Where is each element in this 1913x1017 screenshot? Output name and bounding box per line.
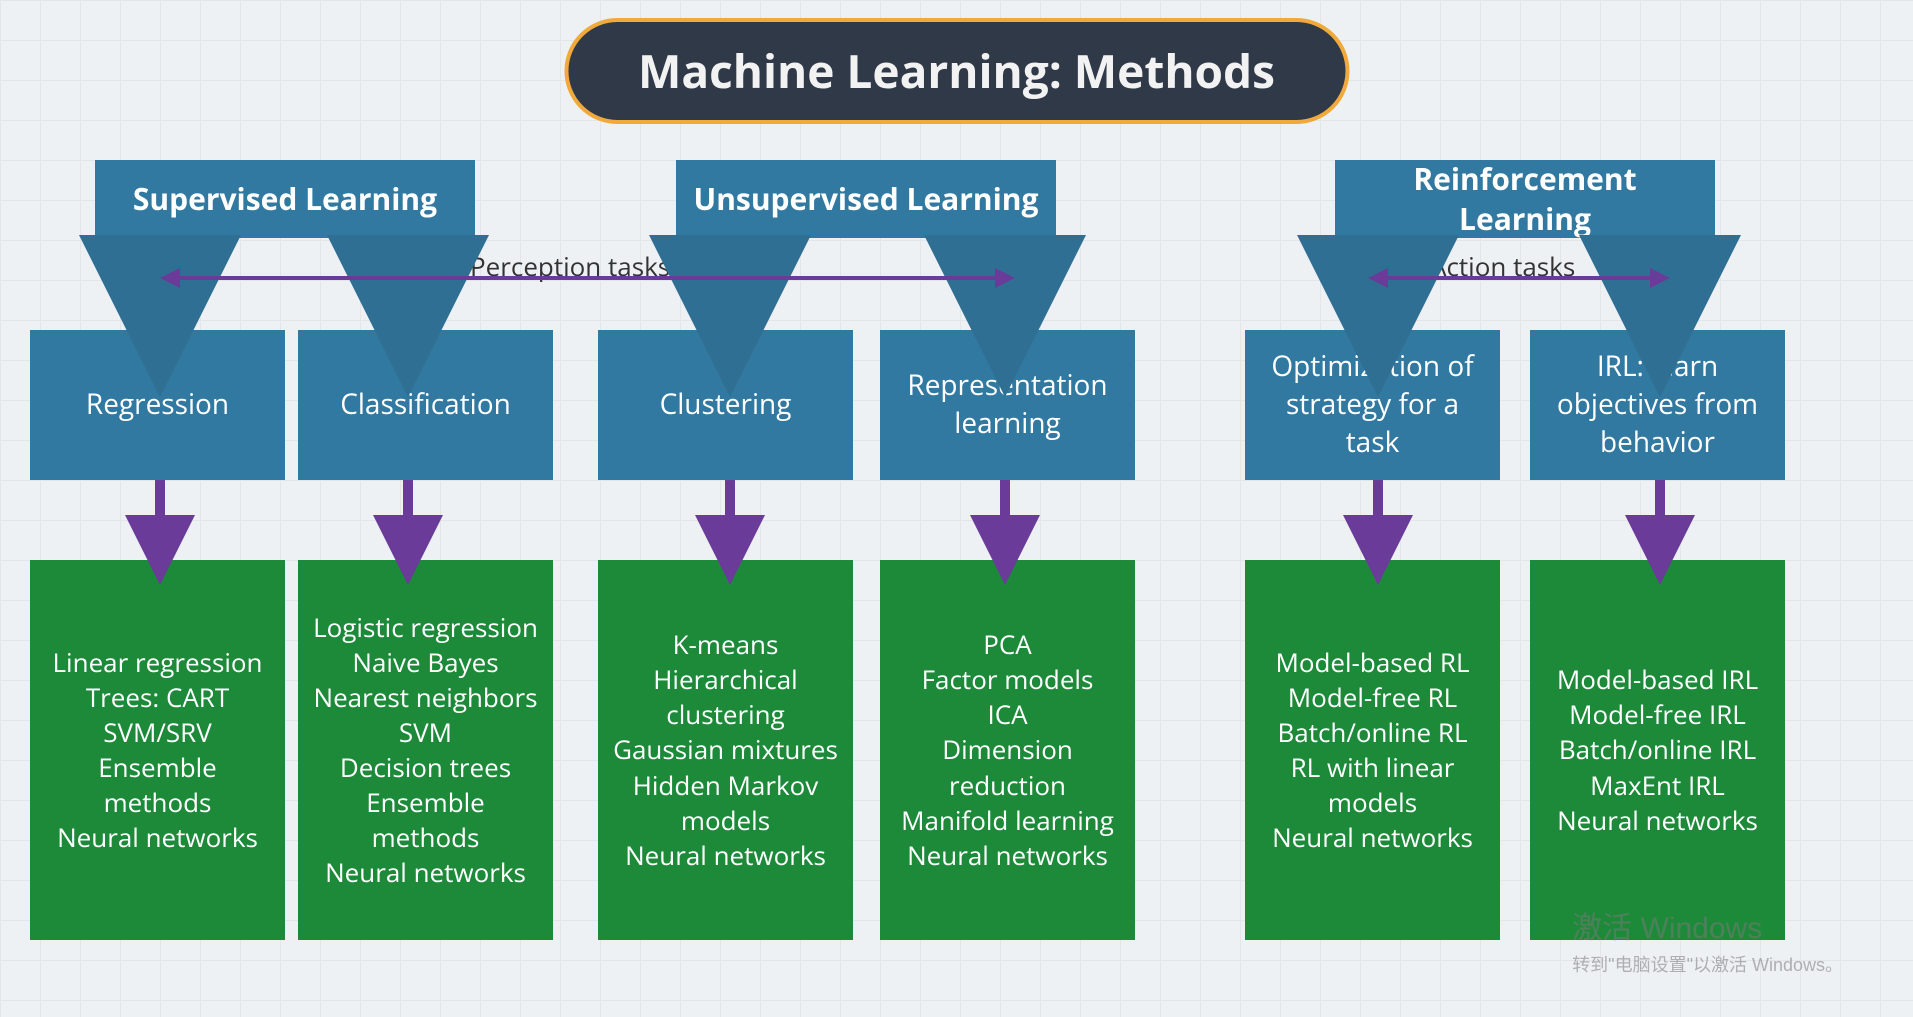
subcat-classification: Classification — [298, 330, 553, 480]
leaf-item: K-means — [673, 627, 779, 662]
leaf-item: SVM — [399, 715, 452, 750]
leaf-item: Neural networks — [907, 838, 1108, 873]
leaf-item: Ensemble methods — [44, 750, 271, 820]
leaf-clustering: K-meansHierarchical clusteringGaussian m… — [598, 560, 853, 940]
category-label: Supervised Learning — [133, 179, 437, 220]
action-tasks-label: Action tasks — [1430, 248, 1575, 284]
diagram-title-text: Machine Learning: Methods — [638, 40, 1275, 102]
leaf-item: Model-based RL — [1275, 645, 1469, 680]
leaf-item: Decision trees — [340, 750, 511, 785]
subcat-label: Representation learning — [894, 367, 1121, 443]
subcat-label: Regression — [86, 386, 229, 424]
leaf-item: Neural networks — [57, 820, 258, 855]
leaf-item: Trees: CART — [86, 680, 229, 715]
subcat-representation-learning: Representation learning — [880, 330, 1135, 480]
leaf-item: Batch/online RL — [1277, 715, 1467, 750]
leaf-item: Model-free RL — [1288, 680, 1457, 715]
diagram-title: Machine Learning: Methods — [564, 18, 1349, 124]
leaf-item: Model-free IRL — [1569, 697, 1746, 732]
leaf-optimization-strategy: Model-based RLModel-free RLBatch/online … — [1245, 560, 1500, 940]
leaf-item: Gaussian mixtures — [613, 732, 838, 767]
category-label: Reinforcement Learning — [1349, 159, 1701, 240]
leaf-item: Linear regression — [52, 645, 262, 680]
leaf-item: Nearest neighbors — [314, 680, 538, 715]
leaf-item: Neural networks — [325, 855, 526, 890]
subcat-label: Optimization of strategy for a task — [1259, 348, 1486, 461]
leaf-item: Factor models — [922, 662, 1094, 697]
subcat-label: Clustering — [660, 386, 792, 424]
leaf-item: Logistic regression — [313, 610, 538, 645]
leaf-item: Manifold learning — [901, 803, 1114, 838]
leaf-representation-learning: PCAFactor modelsICADimension reductionMa… — [880, 560, 1135, 940]
leaf-item: Hidden Markov models — [612, 768, 839, 838]
subcat-optimization-strategy: Optimization of strategy for a task — [1245, 330, 1500, 480]
leaf-item: MaxEnt IRL — [1590, 768, 1725, 803]
subcat-label: IRL: learn objectives from behavior — [1544, 348, 1771, 461]
leaf-classification: Logistic regressionNaive BayesNearest ne… — [298, 560, 553, 940]
leaf-item: RL with linear models — [1259, 750, 1486, 820]
leaf-item: SVM/SRV — [103, 715, 211, 750]
leaf-item: Batch/online IRL — [1559, 732, 1756, 767]
category-reinforcement: Reinforcement Learning — [1335, 160, 1715, 238]
leaf-item: Ensemble methods — [312, 785, 539, 855]
category-unsupervised: Unsupervised Learning — [676, 160, 1056, 238]
leaf-item: Neural networks — [625, 838, 826, 873]
leaf-item: Naive Bayes — [352, 645, 498, 680]
watermark-title: 激活 Windows — [1572, 903, 1843, 947]
category-supervised: Supervised Learning — [95, 160, 475, 238]
leaf-item: Neural networks — [1557, 803, 1758, 838]
subcat-regression: Regression — [30, 330, 285, 480]
subcat-irl: IRL: learn objectives from behavior — [1530, 330, 1785, 480]
subcat-clustering: Clustering — [598, 330, 853, 480]
watermark-subtitle: 转到"电脑设置"以激活 Windows。 — [1572, 951, 1843, 977]
leaf-item: PCA — [983, 627, 1031, 662]
perception-tasks-label: Perception tasks — [470, 248, 670, 284]
leaf-item: Model-based IRL — [1557, 662, 1758, 697]
leaf-item: Hierarchical clustering — [612, 662, 839, 732]
leaf-irl: Model-based IRLModel-free IRLBatch/onlin… — [1530, 560, 1785, 940]
leaf-item: Dimension reduction — [894, 732, 1121, 802]
windows-activation-watermark: 激活 Windows 转到"电脑设置"以激活 Windows。 — [1572, 903, 1843, 977]
leaf-regression: Linear regressionTrees: CARTSVM/SRVEnsem… — [30, 560, 285, 940]
subcat-label: Classification — [340, 386, 511, 424]
leaf-item: ICA — [987, 697, 1027, 732]
leaf-item: Neural networks — [1272, 820, 1473, 855]
category-label: Unsupervised Learning — [694, 179, 1039, 220]
